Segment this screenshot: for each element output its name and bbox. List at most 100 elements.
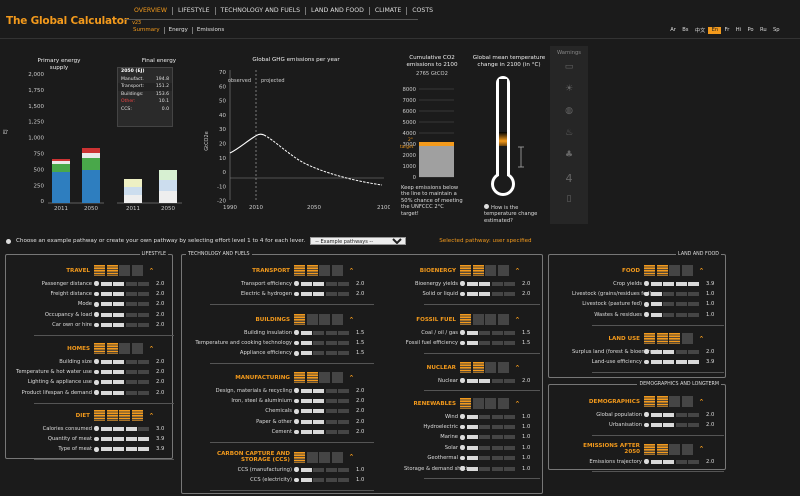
lever-level-2[interactable] (479, 340, 490, 345)
lever-level-2[interactable] (479, 466, 490, 471)
lang-option[interactable]: Po (747, 27, 754, 33)
lever-level-2[interactable] (663, 412, 674, 417)
lever-level-bars[interactable] (650, 291, 699, 296)
level-selector[interactable] (294, 314, 343, 325)
lever-level-bars[interactable] (300, 330, 349, 335)
lever-level-3[interactable] (325, 467, 337, 472)
info-icon[interactable] (294, 330, 299, 335)
lever-level-1[interactable] (466, 456, 478, 461)
info-icon[interactable] (294, 340, 299, 346)
lever-level-2[interactable] (113, 390, 124, 395)
level-1-button[interactable] (460, 362, 471, 373)
lever-level-4[interactable] (504, 414, 515, 419)
lever-level-2[interactable] (663, 422, 674, 427)
level-selector[interactable] (644, 333, 693, 344)
lever-level-3[interactable] (125, 380, 137, 385)
level-2-button[interactable] (106, 265, 118, 276)
lever-level-4[interactable] (138, 447, 149, 452)
info-icon[interactable] (94, 436, 99, 442)
lever-level-bars[interactable] (100, 436, 149, 441)
level-selector[interactable] (94, 343, 143, 354)
info-icon[interactable] (294, 477, 299, 483)
lever-level-bars[interactable] (466, 378, 515, 383)
lever-level-2[interactable] (313, 477, 324, 482)
lever-level-1[interactable] (466, 291, 478, 296)
lever-level-bars[interactable] (466, 291, 515, 296)
collapse-chevron-icon[interactable]: ⌃ (148, 344, 155, 353)
level-4-button[interactable] (131, 265, 143, 276)
lever-level-2[interactable] (313, 330, 324, 335)
lever-level-3[interactable] (675, 422, 687, 427)
lever-level-bars[interactable] (100, 323, 149, 328)
lever-level-3[interactable] (675, 312, 687, 317)
level-3-button[interactable] (669, 333, 680, 344)
battery-icon[interactable]: ▭ (564, 62, 574, 72)
flame-icon[interactable]: ♨ (564, 128, 574, 138)
info-icon[interactable] (460, 466, 465, 471)
section-nuclear[interactable]: NUCLEAR ⌃ (404, 362, 520, 373)
lever-row[interactable]: Paper & other 2.0 (190, 417, 364, 426)
lever-level-3[interactable] (325, 409, 337, 414)
lever-level-2[interactable] (663, 312, 674, 317)
lever-row[interactable]: CCS (manufacturing) 1.0 (190, 465, 365, 474)
lever-level-4[interactable] (338, 330, 349, 335)
info-icon[interactable] (460, 330, 465, 335)
lever-level-4[interactable] (138, 426, 149, 431)
lever-level-3[interactable] (325, 340, 337, 345)
lever-level-2[interactable] (479, 414, 490, 419)
lever-row[interactable]: Fossil fuel efficiency 1.5 (404, 338, 530, 347)
lever-level-3[interactable] (125, 369, 137, 374)
lever-level-bars[interactable] (466, 445, 515, 450)
level-selector[interactable] (460, 362, 509, 373)
level-1-button[interactable] (644, 333, 655, 344)
collapse-chevron-icon[interactable]: ⌃ (514, 399, 521, 408)
lever-level-4[interactable] (138, 390, 149, 395)
info-icon[interactable] (294, 351, 299, 356)
info-icon[interactable] (294, 291, 299, 297)
lever-level-4[interactable] (504, 281, 515, 286)
info-icon[interactable] (94, 359, 99, 364)
lever-level-bars[interactable] (100, 359, 149, 364)
subtab-energy[interactable]: Energy (165, 27, 193, 34)
lever-level-1[interactable] (466, 281, 478, 286)
info-icon[interactable] (644, 349, 649, 354)
level-selector[interactable] (94, 410, 143, 421)
lever-level-3[interactable] (491, 466, 503, 471)
lever-level-3[interactable] (125, 291, 137, 296)
lever-level-3[interactable] (325, 281, 337, 286)
lever-level-4[interactable] (688, 349, 699, 354)
lever-row[interactable]: Hydroelectric 1.0 (404, 422, 530, 431)
collapse-chevron-icon[interactable]: ⌃ (148, 266, 155, 275)
info-icon[interactable] (460, 340, 465, 346)
lever-level-3[interactable] (125, 390, 137, 395)
lever-level-bars[interactable] (650, 359, 699, 364)
lever-level-1[interactable] (466, 424, 478, 429)
level-selector[interactable] (460, 398, 509, 409)
lever-level-bars[interactable] (300, 409, 349, 414)
lever-level-4[interactable] (688, 281, 699, 286)
lever-level-bars[interactable] (650, 459, 699, 464)
lever-level-1[interactable] (300, 467, 312, 472)
lever-level-3[interactable] (325, 430, 337, 435)
lever-level-1[interactable] (100, 369, 112, 374)
level-selector[interactable] (644, 396, 693, 407)
lever-level-3[interactable] (325, 398, 337, 403)
level-1-button[interactable] (294, 314, 305, 325)
level-1-button[interactable] (644, 265, 655, 276)
lever-level-1[interactable] (650, 291, 662, 296)
collapse-chevron-icon[interactable]: ⌃ (514, 363, 521, 372)
example-pathways-select[interactable]: -- Example pathways -- (310, 237, 407, 245)
lever-level-1[interactable] (466, 466, 478, 471)
lever-level-4[interactable] (338, 388, 349, 393)
lever-level-1[interactable] (650, 459, 662, 464)
lever-row[interactable]: Iron, steel & aluminium 2.0 (190, 396, 364, 405)
lever-level-bars[interactable] (300, 398, 349, 403)
lever-level-2[interactable] (113, 281, 124, 286)
lever-level-3[interactable] (491, 445, 503, 450)
lever-level-3[interactable] (125, 359, 137, 364)
level-4-button[interactable] (331, 314, 343, 325)
lever-row[interactable]: Solar 1.0 (404, 443, 530, 452)
level-3-button[interactable] (669, 265, 680, 276)
lever-level-4[interactable] (504, 456, 515, 461)
info-icon[interactable] (644, 291, 649, 297)
